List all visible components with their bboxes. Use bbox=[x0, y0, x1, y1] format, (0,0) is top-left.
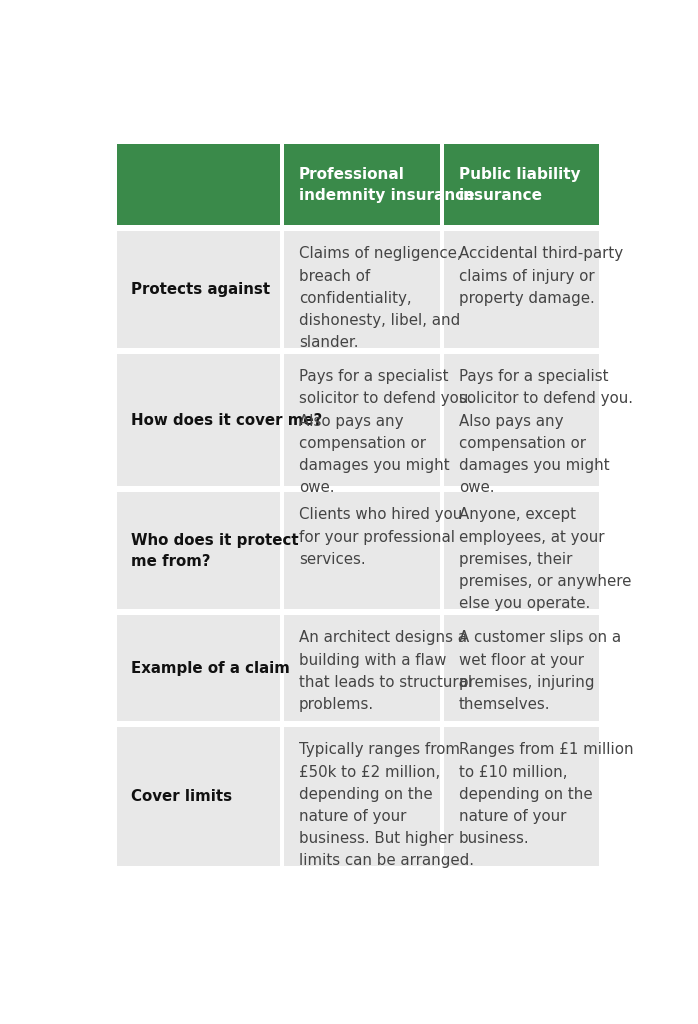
Text: Anyone, except
employees, at your
premises, their
premises, or anywhere
else you: Anyone, except employees, at your premis… bbox=[459, 508, 631, 611]
FancyBboxPatch shape bbox=[117, 354, 280, 486]
Text: Ranges from £1 million
to £10 million,
depending on the
nature of your
business.: Ranges from £1 million to £10 million, d… bbox=[459, 742, 633, 846]
Text: Who does it protect
me from?: Who does it protect me from? bbox=[131, 532, 299, 568]
FancyBboxPatch shape bbox=[284, 354, 440, 486]
FancyBboxPatch shape bbox=[117, 493, 280, 609]
FancyBboxPatch shape bbox=[284, 614, 440, 721]
FancyBboxPatch shape bbox=[444, 144, 599, 225]
FancyBboxPatch shape bbox=[117, 231, 280, 348]
Text: An architect designs a
building with a flaw
that leads to structural
problems.: An architect designs a building with a f… bbox=[299, 631, 472, 712]
Text: Example of a claim: Example of a claim bbox=[131, 660, 290, 676]
FancyBboxPatch shape bbox=[444, 614, 599, 721]
Text: Typically ranges from
£50k to £2 million,
depending on the
nature of your
busine: Typically ranges from £50k to £2 million… bbox=[299, 742, 474, 868]
Text: Clients who hired you
for your professional
services.: Clients who hired you for your professio… bbox=[299, 508, 462, 567]
Text: A customer slips on a
wet floor at your
premises, injuring
themselves.: A customer slips on a wet floor at your … bbox=[459, 631, 621, 712]
FancyBboxPatch shape bbox=[284, 144, 440, 225]
FancyBboxPatch shape bbox=[444, 493, 599, 609]
FancyBboxPatch shape bbox=[284, 727, 440, 865]
FancyBboxPatch shape bbox=[117, 144, 280, 225]
Text: Pays for a specialist
solicitor to defend you.
Also pays any
compensation or
dam: Pays for a specialist solicitor to defen… bbox=[299, 370, 473, 496]
Text: Pays for a specialist
solicitor to defend you.
Also pays any
compensation or
dam: Pays for a specialist solicitor to defen… bbox=[459, 370, 632, 496]
Text: Accidental third-party
claims of injury or
property damage.: Accidental third-party claims of injury … bbox=[459, 247, 623, 306]
FancyBboxPatch shape bbox=[444, 354, 599, 486]
Text: Public liability
insurance: Public liability insurance bbox=[459, 167, 580, 203]
FancyBboxPatch shape bbox=[444, 727, 599, 865]
FancyBboxPatch shape bbox=[117, 727, 280, 865]
FancyBboxPatch shape bbox=[117, 614, 280, 721]
Text: Professional
indemnity insurance: Professional indemnity insurance bbox=[299, 167, 475, 203]
Text: How does it cover me?: How does it cover me? bbox=[131, 413, 322, 428]
FancyBboxPatch shape bbox=[444, 231, 599, 348]
FancyBboxPatch shape bbox=[284, 493, 440, 609]
Text: Protects against: Protects against bbox=[131, 282, 271, 297]
Text: Claims of negligence,
breach of
confidentiality,
dishonesty, libel, and
slander.: Claims of negligence, breach of confiden… bbox=[299, 247, 461, 350]
Text: Cover limits: Cover limits bbox=[131, 788, 232, 804]
FancyBboxPatch shape bbox=[284, 231, 440, 348]
